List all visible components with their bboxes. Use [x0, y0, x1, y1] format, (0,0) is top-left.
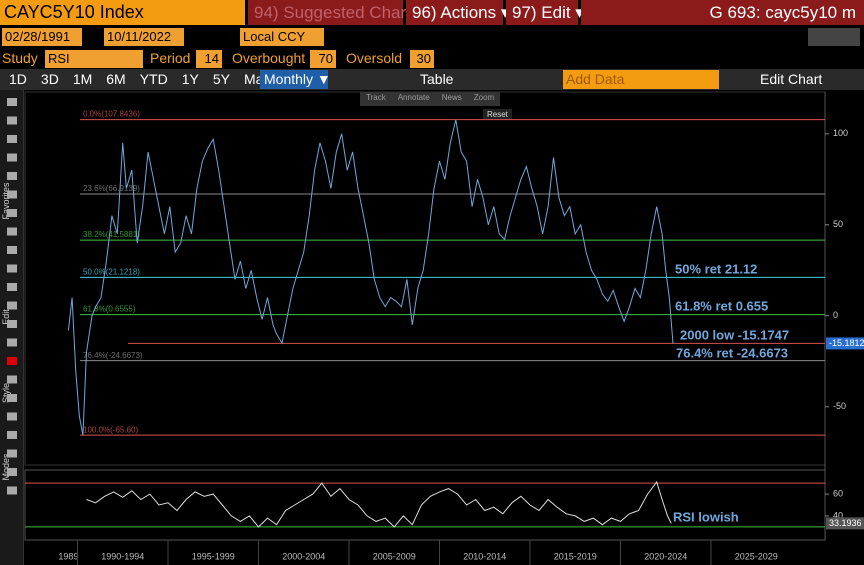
y-tick-label: 100	[833, 128, 848, 138]
overbought[interactable]: 70	[310, 50, 336, 68]
chart-tool[interactable]: Track	[366, 93, 386, 102]
annotation: 76.4% ret -24.6673	[676, 345, 788, 360]
chart-tool[interactable]: Zoom	[473, 93, 495, 102]
x-tick-label: 2020-2024	[644, 551, 687, 561]
price-pane	[24, 91, 826, 466]
period-button[interactable]: 1Y	[181, 71, 199, 87]
x-tick-label: 2010-2014	[463, 551, 506, 561]
edit-chart[interactable]: Edit Chart	[760, 71, 823, 87]
series-line	[67, 119, 674, 436]
sidebar-icon[interactable]	[7, 394, 17, 402]
last-value-box	[826, 517, 864, 530]
reset-button[interactable]: Reset	[483, 109, 512, 120]
level-label: 61.8%(0.6555)	[83, 305, 136, 314]
sidebar-icon[interactable]	[7, 449, 17, 458]
sidebar-icon[interactable]	[7, 375, 17, 384]
table-button[interactable]: Table	[420, 71, 454, 87]
x-tick-label: 2025-2029	[735, 551, 778, 561]
x-tick-label: 2005-2009	[373, 551, 416, 561]
chart-tool[interactable]: News	[441, 93, 462, 102]
oversold-label: Oversold	[346, 50, 403, 66]
study-name[interactable]: RSI	[45, 50, 143, 68]
undo-redo[interactable]	[808, 28, 860, 46]
series-line	[86, 480, 672, 528]
level-label: 50.0%(21.1218)	[83, 267, 140, 276]
overbought-label: Overbought	[232, 50, 306, 66]
sidebar-icon[interactable]	[7, 431, 17, 439]
x-tick-label: 1989	[58, 551, 78, 561]
level-label: 76.4%(-24.6673)	[83, 351, 143, 360]
period-label: Period	[150, 50, 191, 66]
y-tick-label: 60	[833, 488, 843, 498]
sidebar-icon[interactable]	[7, 172, 17, 180]
sidebar-icon[interactable]	[7, 320, 17, 328]
y-tick-label: 40	[833, 510, 843, 520]
y-tick-label: 0	[833, 310, 838, 320]
sidebar-icon[interactable]	[7, 357, 17, 365]
study-pane	[24, 469, 826, 541]
actions-menu[interactable]: 96) Actions ▾	[406, 0, 509, 25]
period-buttons: 1D 3D 1M 6M YTD 1Y 5Y Max	[2, 71, 277, 87]
sidebar-icon[interactable]	[7, 209, 17, 217]
y-tick-label: 50	[833, 219, 843, 229]
currency[interactable]: Local CCY	[240, 28, 324, 46]
period-button[interactable]: 3D	[40, 71, 59, 87]
oversold[interactable]: 30	[410, 50, 434, 68]
sidebar-icon[interactable]	[7, 135, 17, 143]
suggested-charts[interactable]: 94) Suggested Charts	[248, 0, 419, 25]
study-label: Study	[2, 50, 38, 66]
annotation: 2000 low -15.1747	[680, 327, 789, 342]
command-line[interactable]: G 693: cayc5y10 m	[581, 0, 864, 25]
period-button[interactable]: 6M	[106, 71, 126, 87]
sidebar-icon[interactable]	[7, 412, 17, 421]
end-date[interactable]: 10/11/2022	[104, 28, 184, 46]
add-data[interactable]: Add Data	[563, 70, 719, 89]
sidebar-icon[interactable]	[7, 468, 17, 476]
sidebar-icon[interactable]	[7, 116, 17, 125]
sidebar-icon[interactable]	[7, 283, 17, 291]
level-label: 100.0%(-65.60)	[83, 425, 138, 434]
frequency[interactable]: Monthly ▼	[260, 70, 331, 89]
chart-tool[interactable]: Annotate	[397, 93, 430, 102]
last-value-label: -15.1812	[829, 338, 864, 348]
x-tick-label: 1995-1999	[192, 551, 235, 561]
period-button[interactable]: 5Y	[212, 71, 230, 87]
sidebar-icon[interactable]	[7, 153, 17, 162]
sidebar-icon[interactable]	[7, 264, 17, 273]
chart-tools: Track Annotate News Zoom	[360, 92, 501, 106]
sidebar-icon[interactable]	[7, 190, 17, 199]
period-button[interactable]: 1M	[72, 71, 93, 87]
last-value-label: 33.1936	[829, 518, 862, 528]
sidebar-icon[interactable]	[7, 227, 17, 236]
x-tick-label: 1990-1994	[101, 551, 144, 561]
edit-menu[interactable]: 97) Edit ▾	[506, 0, 584, 25]
last-value-box	[826, 337, 864, 350]
annotation: 50% ret 21.12	[675, 261, 757, 276]
period-button[interactable]: 1D	[9, 71, 27, 87]
sidebar-icon[interactable]	[7, 486, 17, 495]
sidebar-icon[interactable]	[7, 98, 17, 106]
sidebar-icon[interactable]	[7, 301, 17, 310]
level-label: 23.6%(66.9139)	[83, 184, 140, 193]
x-tick-label: 2000-2004	[282, 551, 325, 561]
start-date[interactable]: 02/28/1991	[2, 28, 82, 46]
ticker[interactable]: CAYC5Y10 Index	[0, 0, 245, 25]
annotation: RSI lowish	[673, 509, 739, 524]
x-tick-label: 2015-2019	[554, 551, 597, 561]
annotation: 61.8% ret 0.655	[675, 298, 768, 313]
period-button[interactable]: YTD	[139, 71, 168, 87]
sidebar-icon[interactable]	[7, 338, 17, 347]
sidebar-icon[interactable]	[7, 246, 17, 254]
period[interactable]: 14	[196, 50, 222, 68]
level-label: 38.2%(41.5881)	[83, 230, 140, 239]
level-label: 0.0%(107.8436)	[83, 110, 140, 119]
y-tick-label: -50	[833, 401, 846, 411]
